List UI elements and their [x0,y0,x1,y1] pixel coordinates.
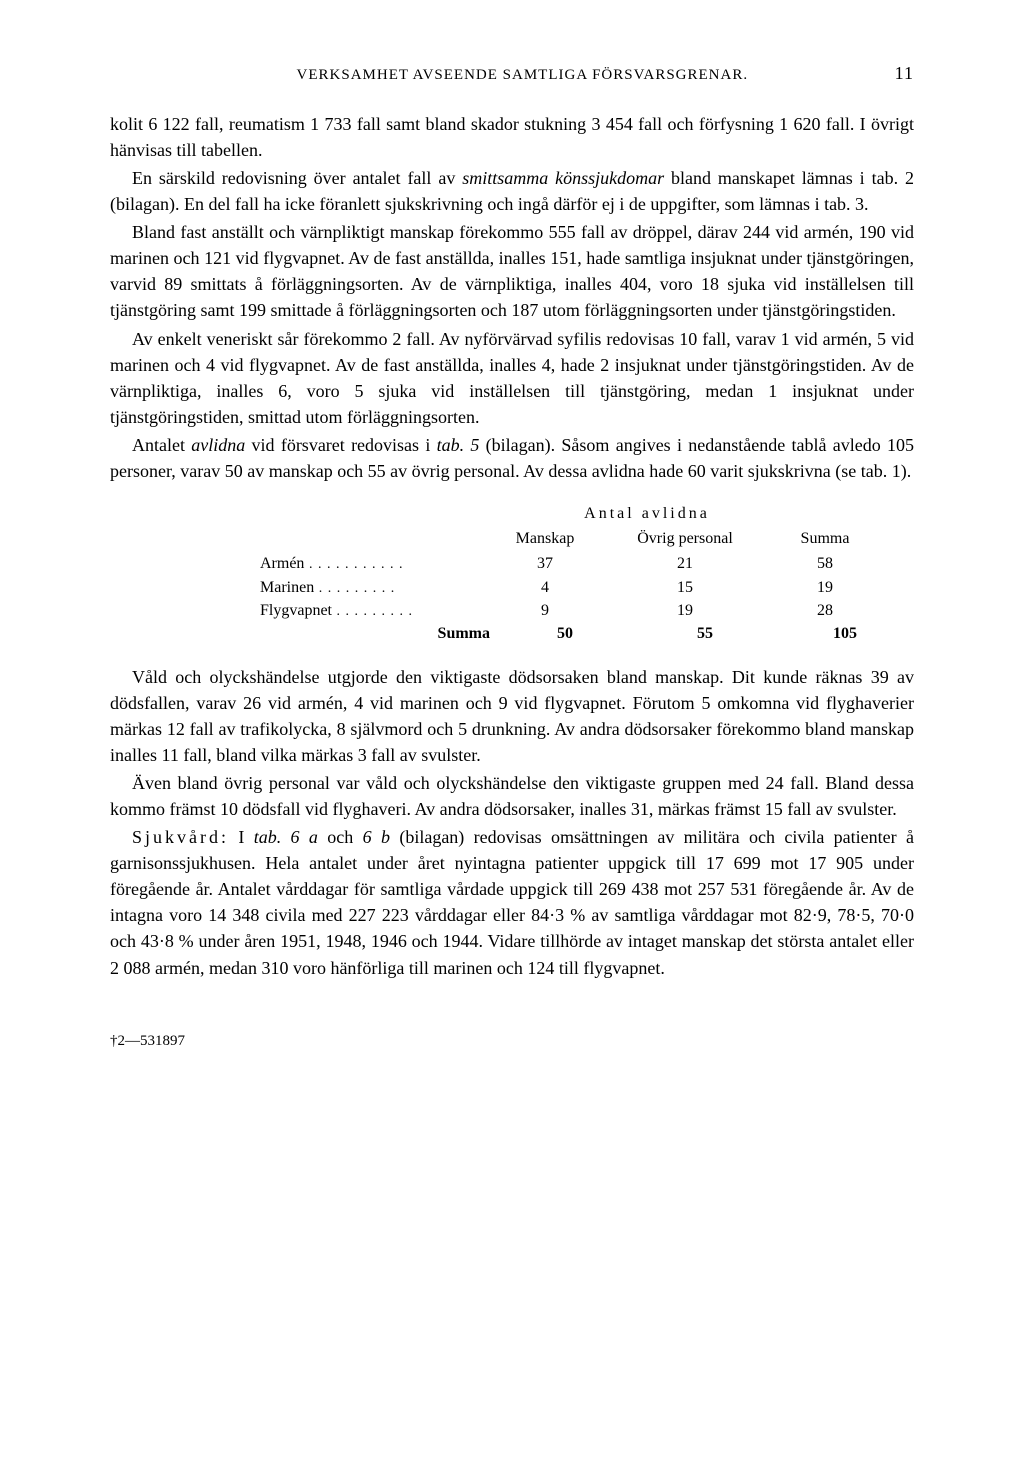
page-header: VERKSAMHET AVSEENDE SAMTLIGA FÖRSVARSGRE… [110,60,914,87]
row-ovrig: 21 [600,552,770,575]
p5-italic2: tab. 5 [437,435,480,455]
paragraph-4: Av enkelt veneriskt sår förekommo 2 fall… [110,326,914,430]
row-label: Flygvapnet [260,602,332,619]
deaths-table: Antal avlidna Manskap Övrig personal Sum… [260,502,914,645]
p5-text-b: vid försvaret redovisas i [245,435,436,455]
table-header-row: Manskap Övrig personal Summa [260,527,914,550]
row-manskap: 4 [490,576,600,599]
p8-text-c: (bilagan) redovisas omsättningen av mili… [110,827,914,977]
p5-italic1: avlidna [191,435,245,455]
page-footer: †2—531897 [110,1031,914,1053]
table-total-row: Summa 50 55 105 [260,622,914,645]
paragraph-6: Våld och olyckshändelse utgjorde den vik… [110,664,914,768]
row-manskap: 37 [490,552,600,575]
page-number: 11 [895,60,914,86]
header-title: VERKSAMHET AVSEENDE SAMTLIGA FÖRSVARSGRE… [150,65,895,87]
row-manskap: 9 [490,599,600,622]
row-ovrig: 15 [600,576,770,599]
p8-italic2: 6 b [363,827,390,847]
row-label: Armén [260,555,304,572]
table-row: Flygvapnet 9 19 28 [260,599,914,622]
row-summa: 19 [770,576,880,599]
table-col1-header: Manskap [490,527,600,550]
p8-italic1: tab. 6 a [254,827,318,847]
p2-text-a: En särskild redovisning över antalet fal… [132,168,462,188]
p8-text-b: och [318,827,363,847]
paragraph-7: Även bland övrig personal var våld och o… [110,770,914,822]
paragraph-1: kolit 6 122 fall, reumatism 1 733 fall s… [110,111,914,163]
table-row: Marinen 4 15 19 [260,576,914,599]
table-col2-header: Övrig personal [600,527,770,550]
total-summa: 105 [790,622,900,645]
paragraph-2: En särskild redovisning över antalet fal… [110,165,914,217]
p8-text-a: I [229,827,254,847]
paragraph-8: Sjukvård: I tab. 6 a och 6 b (bilagan) r… [110,824,914,981]
p2-italic: smittsamma könssjukdomar [462,168,664,188]
row-summa: 58 [770,552,880,575]
paragraph-3: Bland fast anställt och värnpliktigt man… [110,219,914,323]
row-summa: 28 [770,599,880,622]
document-page: VERKSAMHET AVSEENDE SAMTLIGA FÖRSVARSGRE… [0,0,1024,1132]
p8-spaced: Sjukvård: [132,827,229,847]
table-row: Armén 37 21 58 [260,552,914,575]
table-super-header: Antal avlidna [380,502,914,525]
table-col3-header: Summa [770,527,880,550]
total-label: Summa [260,622,510,645]
paragraph-5: Antalet avlidna vid försvaret redovisas … [110,432,914,484]
row-label: Marinen [260,579,314,596]
total-manskap: 50 [510,622,620,645]
total-ovrig: 55 [620,622,790,645]
row-ovrig: 19 [600,599,770,622]
p5-text-a: Antalet [132,435,191,455]
